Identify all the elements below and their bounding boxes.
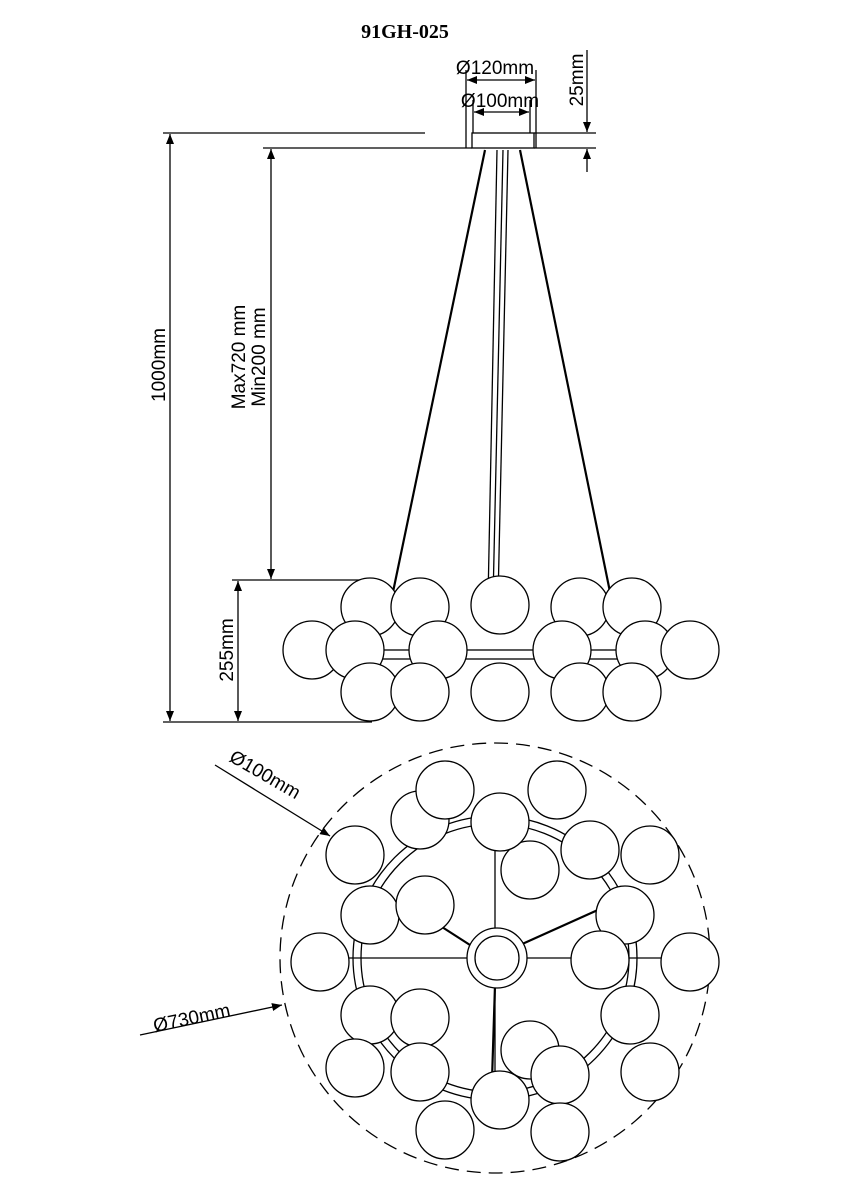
height-dimensions: 1000mm Max720 mm Min200 mm 255mm <box>149 132 472 723</box>
glass-globe <box>390 1042 450 1102</box>
glass-globe <box>325 1038 385 1098</box>
glass-globe <box>415 1100 475 1160</box>
glass-globe <box>660 932 720 992</box>
glass-globe <box>660 620 720 680</box>
glass-globe <box>500 840 560 900</box>
cable-min-label: Min200 mm <box>249 307 270 406</box>
glass-globe <box>415 760 475 820</box>
suspension-cables <box>391 149 612 601</box>
glass-globe <box>570 930 630 990</box>
glass-globe <box>325 825 385 885</box>
glass-globe <box>600 985 660 1045</box>
glass-globe <box>530 1102 590 1162</box>
canopy: Ø120mm Ø100mm 25mm <box>456 50 596 172</box>
glass-globe <box>340 885 400 945</box>
body-height-label: 255mm <box>217 618 238 681</box>
glass-globe <box>620 825 680 885</box>
glass-globe <box>390 662 450 722</box>
diameter-labels: Ø100mm Ø730mm <box>139 747 331 1037</box>
glass-globe <box>290 932 350 992</box>
glass-globe <box>560 820 620 880</box>
glass-globe <box>395 875 455 935</box>
glass-globe <box>390 988 450 1048</box>
glass-globe <box>340 662 400 722</box>
cable-max-label: Max720 mm <box>229 305 250 410</box>
glass-globe <box>470 575 530 635</box>
glass-globe <box>470 1070 530 1130</box>
canopy-inner-label: Ø100mm <box>461 91 539 112</box>
glass-globe <box>527 760 587 820</box>
glass-globe <box>470 662 530 722</box>
canopy-outer-label: Ø120mm <box>456 58 534 79</box>
side-view-fixture <box>282 575 720 722</box>
glass-globe <box>620 1042 680 1102</box>
canopy-height-label: 25mm <box>567 54 588 107</box>
glass-globe <box>595 885 655 945</box>
top-view-fixture <box>279 742 720 1174</box>
glass-globe <box>340 985 400 1045</box>
overall-diameter-label: Ø730mm <box>151 1000 232 1037</box>
center-hub <box>466 927 528 989</box>
glass-globe <box>602 662 662 722</box>
total-height-label: 1000mm <box>149 328 170 402</box>
glass-globe <box>470 792 530 852</box>
model-title: 91GH-025 <box>361 21 449 43</box>
glass-globe <box>550 662 610 722</box>
glass-globe <box>530 1045 590 1105</box>
